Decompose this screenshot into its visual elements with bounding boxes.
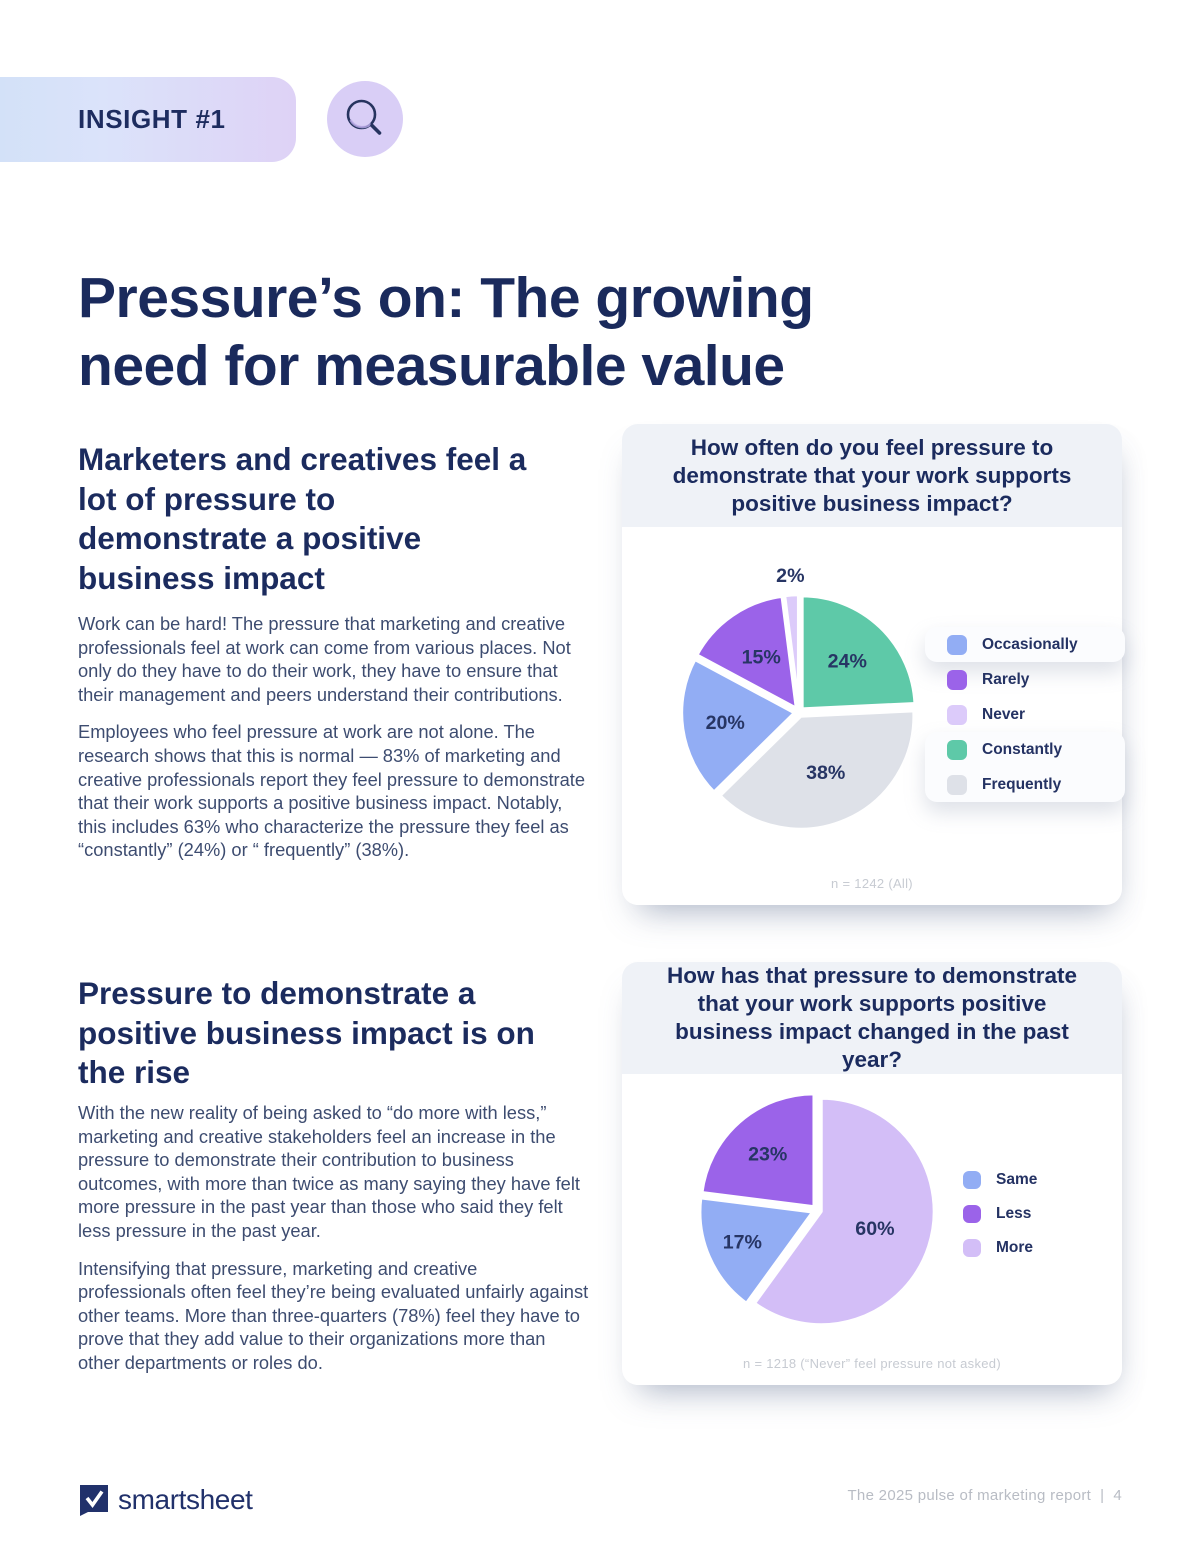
legend-item-rarely: Rarely: [925, 662, 1125, 697]
legend-label: Frequently: [982, 775, 1062, 793]
pie-data-label-more: 60%: [855, 1218, 894, 1240]
legend-swatch-constantly: [947, 739, 967, 760]
paragraph: Work can be hard! The pressure that mark…: [78, 613, 571, 705]
legend-label: Less: [996, 1205, 1032, 1222]
legend-label: Occasionally: [982, 635, 1078, 653]
legend-label: Never: [982, 705, 1026, 723]
pie-data-label-less: 23%: [748, 1143, 787, 1165]
smartsheet-logo-svg: smartsheet: [80, 1484, 254, 1516]
legend-pill: Constantly Frequently: [925, 732, 1125, 802]
legend-swatch-more: [963, 1239, 981, 1257]
chart-card-header: How often do you feel pressure to demons…: [622, 424, 1122, 527]
pie-slice-occasionally: [679, 657, 797, 795]
pie-data-label-never: 2%: [776, 565, 804, 587]
chart-card-pressure-frequency: How often do you feel pressure to demons…: [622, 424, 1125, 905]
legend-item-frequently: Frequently: [925, 767, 1125, 802]
section-heading-rise: Pressure to demonstrate a positive busin…: [78, 975, 535, 1091]
chart-card-header: How has that pressure to demonstrate tha…: [622, 962, 1122, 1074]
legend-swatch-rarely: [947, 669, 967, 690]
pie-data-label-same: 17%: [723, 1231, 762, 1253]
chart-title: How often do you feel pressure to demons…: [672, 434, 1072, 516]
chart-legend: Occasionally Rarely Never Constantly Frequen…: [925, 627, 1125, 802]
pie-data-label-occasionally: 20%: [706, 712, 745, 734]
insight-badge-label: INSIGHT #1: [78, 104, 226, 134]
legend-item-occasionally: Occasionally: [925, 627, 1125, 662]
paragraph: Intensifying that pressure, marketing an…: [78, 1257, 589, 1373]
legend-pill: Occasionally: [925, 627, 1125, 662]
footer-page-info: The 2025 pulse of marketing report | 4: [847, 1487, 1122, 1504]
pie-chart-pressure-frequency: 24% 38% 20% 15% 2%: [679, 565, 918, 832]
pie-slice-rarely: [694, 594, 799, 711]
chart-card-pressure-change: How has that pressure to demonstrate tha…: [622, 962, 1122, 1385]
logo-wordmark: smartsheet: [118, 1484, 253, 1515]
pie-slice-more: [752, 1096, 937, 1327]
legend-item-same: Same: [963, 1163, 1118, 1197]
magnifier-chip: [327, 81, 403, 157]
legend-item-less: Less: [963, 1197, 1118, 1231]
section-body-pressure: Work can be hard! The pressure that mark…: [78, 612, 590, 862]
paragraph: With the new reality of being asked to “…: [78, 1102, 580, 1241]
legend-item-never: Never: [925, 697, 1125, 732]
legend-label: Same: [996, 1171, 1038, 1188]
pie-chart-pressure-change: 60% 17% 23%: [697, 1091, 937, 1327]
pie-data-label-frequently: 38%: [806, 762, 845, 784]
pie-slice-frequently: [717, 708, 916, 832]
paragraph: Employees who feel pressure at work are …: [78, 721, 586, 861]
legend-label: More: [996, 1239, 1034, 1256]
pie-slice-constantly: [800, 593, 918, 711]
legend-label: Rarely: [982, 670, 1030, 688]
legend-swatch-same: [963, 1171, 981, 1189]
page-title: Pressure’s on: The growing need for meas…: [78, 266, 814, 399]
section-heading-pressure: Marketers and creatives feel a lot of pr…: [78, 441, 527, 596]
smartsheet-logo: smartsheet: [78, 1480, 278, 1525]
footer-page-number: 4: [1113, 1487, 1122, 1504]
legend-swatch-frequently: [947, 774, 967, 795]
search-icon: [327, 81, 403, 157]
pie-data-label-constantly: 24%: [828, 651, 867, 673]
legend-label: Constantly: [982, 740, 1063, 758]
pie-data-label-rarely: 15%: [742, 646, 781, 668]
legend-item-more: More: [963, 1231, 1118, 1265]
pie-slice-same: [697, 1195, 816, 1306]
legend-item-constantly: Constantly: [925, 732, 1125, 767]
chart-legend: Same Less More: [963, 1163, 1118, 1265]
footer-report-title: The 2025 pulse of marketing report: [847, 1487, 1092, 1504]
legend-swatch-less: [963, 1205, 981, 1223]
footer-separator: |: [1100, 1487, 1105, 1504]
pie-slice-less: [699, 1091, 817, 1209]
chart-footnote: n = 1242 (All): [831, 876, 913, 891]
chart-footnote: n = 1218 (“Never” feel pressure not aske…: [743, 1356, 1001, 1371]
section-body-rise: With the new reality of being asked to “…: [78, 1101, 590, 1375]
insight-badge: INSIGHT #1: [0, 77, 296, 162]
pie-slice-never: [782, 592, 801, 710]
legend-swatch-never: [947, 704, 967, 725]
chart-title: How has that pressure to demonstrate tha…: [666, 963, 1078, 1072]
legend-swatch-occasionally: [947, 634, 967, 655]
